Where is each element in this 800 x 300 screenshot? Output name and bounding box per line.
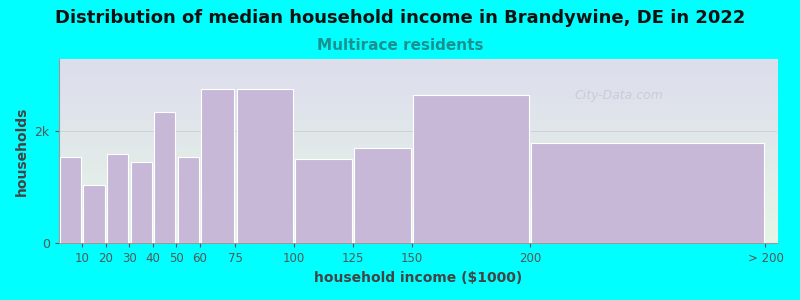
Bar: [107, 154, 128, 243]
Bar: [531, 142, 764, 243]
Bar: [60, 157, 81, 243]
Bar: [154, 112, 175, 243]
X-axis label: household income ($1000): household income ($1000): [314, 271, 522, 285]
Bar: [295, 159, 352, 243]
Bar: [354, 148, 411, 243]
Bar: [83, 184, 105, 243]
Bar: [237, 89, 293, 243]
Bar: [202, 89, 234, 243]
Y-axis label: households: households: [15, 106, 29, 196]
Text: Multirace residents: Multirace residents: [317, 38, 483, 52]
Bar: [130, 162, 152, 243]
Bar: [178, 157, 199, 243]
Text: City-Data.com: City-Data.com: [574, 89, 663, 102]
Text: Distribution of median household income in Brandywine, DE in 2022: Distribution of median household income …: [55, 9, 745, 27]
Bar: [414, 95, 529, 243]
